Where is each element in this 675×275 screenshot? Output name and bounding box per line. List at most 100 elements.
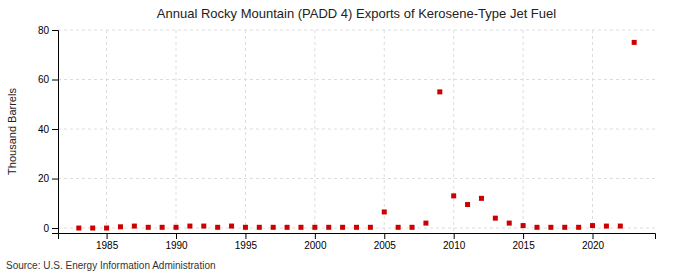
tick-label: 80 (38, 25, 50, 36)
tick-mark (593, 233, 594, 239)
tick-mark (52, 179, 58, 180)
tick: 60 (38, 74, 58, 85)
tick: 2000 (304, 233, 327, 251)
tick-mark (52, 80, 58, 81)
axis-line (52, 31, 59, 234)
point (201, 224, 206, 229)
point (118, 224, 123, 229)
tick-mark (454, 233, 455, 239)
tick-label: 1985 (96, 240, 119, 251)
tick: 1995 (235, 233, 258, 251)
point (632, 40, 637, 45)
point (465, 202, 470, 207)
point (104, 226, 109, 231)
tick: 1990 (165, 233, 188, 251)
chart: 1985 1990 1995 2000 2005 2010 2015 2020 0 20 40 60 8… (0, 0, 675, 275)
tick-label: 0 (43, 223, 49, 234)
grid-line (384, 30, 385, 233)
tick-label: 1990 (165, 240, 188, 251)
grid-line (58, 178, 655, 179)
point (451, 193, 456, 198)
tick-label: 2020 (582, 240, 605, 251)
point (215, 225, 220, 230)
tick: 2020 (582, 233, 605, 251)
tick-mark (52, 30, 58, 31)
point (493, 216, 498, 221)
point (326, 225, 331, 230)
tick-mark (523, 233, 524, 239)
point (562, 225, 567, 230)
point (410, 225, 415, 230)
y-axis-label: Thousand Barrels (6, 88, 18, 175)
grid-line (58, 79, 655, 80)
point (312, 225, 317, 230)
tick-mark (176, 233, 177, 239)
grid-line (176, 30, 177, 233)
tick-label: 40 (38, 124, 50, 135)
point (271, 225, 276, 230)
tick-label: 2005 (374, 240, 397, 251)
tick: 1985 (96, 233, 119, 251)
point (340, 225, 345, 230)
point (132, 224, 137, 229)
point (382, 209, 387, 214)
x-axis: 1985 1990 1995 2000 2005 2010 2015 2020 (59, 233, 656, 251)
point (396, 225, 401, 230)
tick: 2010 (443, 233, 466, 251)
point (76, 226, 81, 231)
point (576, 225, 581, 230)
point (257, 225, 262, 230)
grid-line (245, 30, 246, 233)
point (437, 89, 442, 94)
point (146, 225, 151, 230)
point (298, 225, 303, 230)
tick-label: 60 (38, 74, 50, 85)
grid-line (592, 30, 593, 233)
tick-mark (384, 233, 385, 239)
tick-mark (52, 228, 58, 229)
point (590, 223, 595, 228)
tick-mark (52, 129, 58, 130)
points (76, 40, 636, 231)
tick-label: 2015 (512, 240, 535, 251)
grid-line (58, 30, 655, 31)
title: Annual Rocky Mountain (PADD 4) Exports o… (157, 6, 556, 21)
plot: 1985 1990 1995 2000 2005 2010 2015 2020 0 20 40 60 8… (38, 25, 656, 251)
tick: 40 (38, 124, 58, 135)
tick-label: 20 (38, 173, 50, 184)
axis-line (59, 234, 656, 240)
tick: 20 (38, 173, 58, 184)
y-axis: 0 20 40 60 80 (38, 25, 59, 234)
tick: 0 (43, 223, 58, 234)
tick: 2005 (374, 233, 397, 251)
point (423, 221, 428, 226)
grid (58, 30, 655, 233)
tick: 80 (38, 25, 58, 36)
grid-line (58, 129, 655, 130)
tick-mark (245, 233, 246, 239)
grid-line (523, 30, 524, 233)
point (479, 196, 484, 201)
point (368, 225, 373, 230)
point (160, 225, 165, 230)
point (187, 224, 192, 229)
grid-line (314, 30, 315, 233)
point (548, 225, 553, 230)
grid-line (453, 30, 454, 233)
point (534, 225, 539, 230)
point (90, 226, 95, 231)
point (507, 221, 512, 226)
grid-line (106, 30, 107, 233)
point (174, 225, 179, 230)
point (354, 225, 359, 230)
tick-mark (107, 233, 108, 239)
tick-mark (315, 233, 316, 239)
tick-label: 1995 (235, 240, 258, 251)
point (618, 224, 623, 229)
point (229, 224, 234, 229)
point (243, 225, 248, 230)
point (285, 225, 290, 230)
tick: 2015 (512, 233, 535, 251)
annotation: Source: U.S. Energy Information Administ… (6, 260, 216, 271)
point (604, 224, 609, 229)
